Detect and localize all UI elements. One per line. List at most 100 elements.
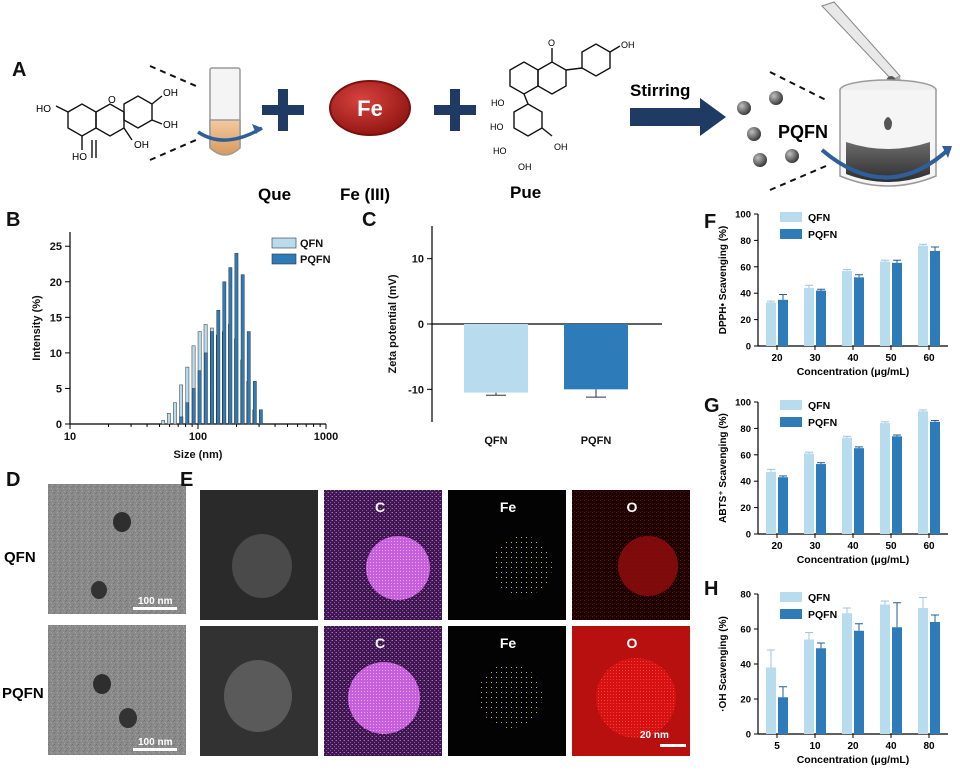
- f-legend-swatch-pqfn: [780, 229, 802, 239]
- h-y-axis-label: ·OH Scavenging (%): [718, 616, 729, 712]
- h-y-tick-label: 40: [740, 660, 751, 671]
- f-bar-qfn: [804, 287, 814, 346]
- f-bar-pqfn: [930, 250, 940, 346]
- tem-image-pqfn: [48, 625, 186, 755]
- b-bar-pqfn: [252, 381, 257, 425]
- f-legend-swatch-qfn: [780, 212, 802, 222]
- b-bar-pqfn: [197, 370, 202, 425]
- f-y-tick-label: 40: [740, 289, 751, 300]
- eds-label-o-2: O: [627, 635, 638, 651]
- h-x-tick-label: 10: [809, 741, 821, 752]
- h-y-tick-label: 20: [740, 695, 751, 706]
- f-x-axis-label: Concentration (μg/mL): [797, 366, 910, 378]
- b-y-tick-label: 0: [56, 419, 62, 431]
- nanoparticles-icon: [737, 91, 799, 167]
- h-x-tick-label: 40: [885, 741, 897, 752]
- zoom-line-beaker-bottom: [769, 165, 827, 191]
- b-bar-pqfn: [210, 331, 214, 425]
- g-x-tick-label: 50: [885, 541, 897, 552]
- h-x-tick-label: 5: [774, 741, 780, 752]
- f-bar-pqfn: [816, 290, 826, 346]
- g-x-tick-label: 40: [847, 541, 859, 552]
- h-legend-swatch-pqfn: [780, 609, 802, 619]
- eds-label-fe-1: Fe: [500, 499, 517, 515]
- b-bar-pqfn: [216, 309, 221, 425]
- g-legend-label-qfn: QFN: [808, 400, 830, 412]
- g-bar-pqfn: [816, 464, 826, 534]
- c-bar-pqfn: [564, 324, 628, 390]
- f-bar-pqfn: [892, 262, 902, 346]
- b-bar-pqfn: [246, 331, 251, 425]
- b-bar-pqfn: [240, 274, 245, 425]
- panel-h-oh-chart: 0 20 40 60 80 ·OH Scavenging (%) Concentration…: [718, 590, 948, 766]
- c-y-tick-label: -10: [408, 384, 424, 396]
- panel-f-letter: F: [704, 211, 716, 233]
- pue-ho-label-1: HO: [491, 98, 505, 108]
- h-bar-qfn: [766, 667, 776, 734]
- b-bar-pqfn: [234, 253, 239, 425]
- b-y-tick-label: 10: [50, 348, 62, 360]
- tem-scale-label-1: 100 nm: [138, 596, 173, 607]
- pue-o-label: O: [548, 38, 555, 48]
- b-bar-qfn: [161, 420, 166, 425]
- pue-oh-label-2: OH: [518, 162, 532, 172]
- h-x-tick-label: 20: [847, 741, 859, 752]
- f-bar-qfn: [880, 261, 890, 346]
- g-x-axis-label: Concentration (μg/mL): [797, 554, 910, 566]
- g-bar-pqfn: [778, 477, 788, 534]
- h-bar-qfn: [918, 608, 928, 734]
- g-bar-qfn: [804, 453, 814, 534]
- f-y-tick-label: 80: [740, 236, 751, 247]
- h-bar-pqfn: [892, 627, 902, 734]
- eds-map-c-qfn: [324, 490, 442, 620]
- b-y-tick-label: 20: [50, 277, 62, 289]
- f-x-tick-label: 40: [847, 353, 859, 364]
- pue-ho-label-2: HO: [490, 122, 504, 132]
- f-x-tick-label: 30: [809, 353, 821, 364]
- g-x-tick-label: 20: [771, 541, 783, 552]
- tem-image-qfn: [48, 484, 186, 614]
- b-x-tick-label: 1000: [314, 431, 338, 443]
- b-legend-swatch-pqfn: [271, 253, 297, 265]
- row-label-pqfn: PQFN: [2, 685, 44, 702]
- g-y-tick-label: 80: [740, 424, 751, 435]
- panel-d-letter: D: [6, 469, 20, 491]
- panel-a-letter: A: [12, 59, 26, 81]
- fe-label: Fe (III): [340, 185, 390, 204]
- h-bar-pqfn: [778, 697, 788, 734]
- eds-label-c-2: C: [375, 635, 385, 651]
- eds-map-o-pqfn: [572, 626, 690, 756]
- eds-map-c-pqfn: [324, 626, 442, 756]
- b-y-tick-label: 15: [50, 312, 62, 324]
- f-bar-pqfn: [778, 299, 788, 346]
- g-legend-swatch-pqfn: [780, 417, 802, 427]
- eds-map-fe-pqfn: [448, 626, 566, 756]
- b-bar-pqfn: [222, 281, 227, 425]
- c-x-tick-label: QFN: [484, 435, 507, 447]
- f-bar-qfn: [842, 270, 852, 346]
- panel-c-zeta-chart: 10 0 -10 Zeta potential (mV) QFN PQFN: [387, 226, 662, 447]
- b-x-tick-label: 100: [189, 431, 207, 443]
- g-legend-swatch-qfn: [780, 400, 802, 410]
- beaker-icon: [820, 1, 952, 187]
- plus-icon-2: [434, 89, 476, 131]
- g-bar-qfn: [918, 411, 928, 534]
- panel-g-letter: G: [704, 395, 720, 417]
- g-y-tick-label: 0: [746, 530, 751, 541]
- que-oh-label-2: OH: [163, 120, 178, 131]
- zoom-line-top: [149, 65, 197, 87]
- quercetin-structure: [55, 95, 163, 158]
- b-y-axis-label: Intensity (%): [31, 295, 43, 361]
- haadf-image-qfn: [200, 490, 318, 620]
- eds-label-o-1: O: [627, 499, 638, 515]
- b-bar-pqfn: [228, 267, 233, 425]
- eds-map-o-qfn: [572, 490, 690, 620]
- stirring-label: Stirring: [630, 81, 690, 100]
- f-x-tick-label: 50: [885, 353, 897, 364]
- g-bar-pqfn: [854, 448, 864, 534]
- b-bar-pqfn: [179, 416, 184, 425]
- h-bar-pqfn: [854, 630, 864, 734]
- h-y-tick-label: 80: [740, 590, 751, 601]
- g-bar-qfn: [842, 437, 852, 534]
- f-y-tick-label: 0: [746, 342, 751, 353]
